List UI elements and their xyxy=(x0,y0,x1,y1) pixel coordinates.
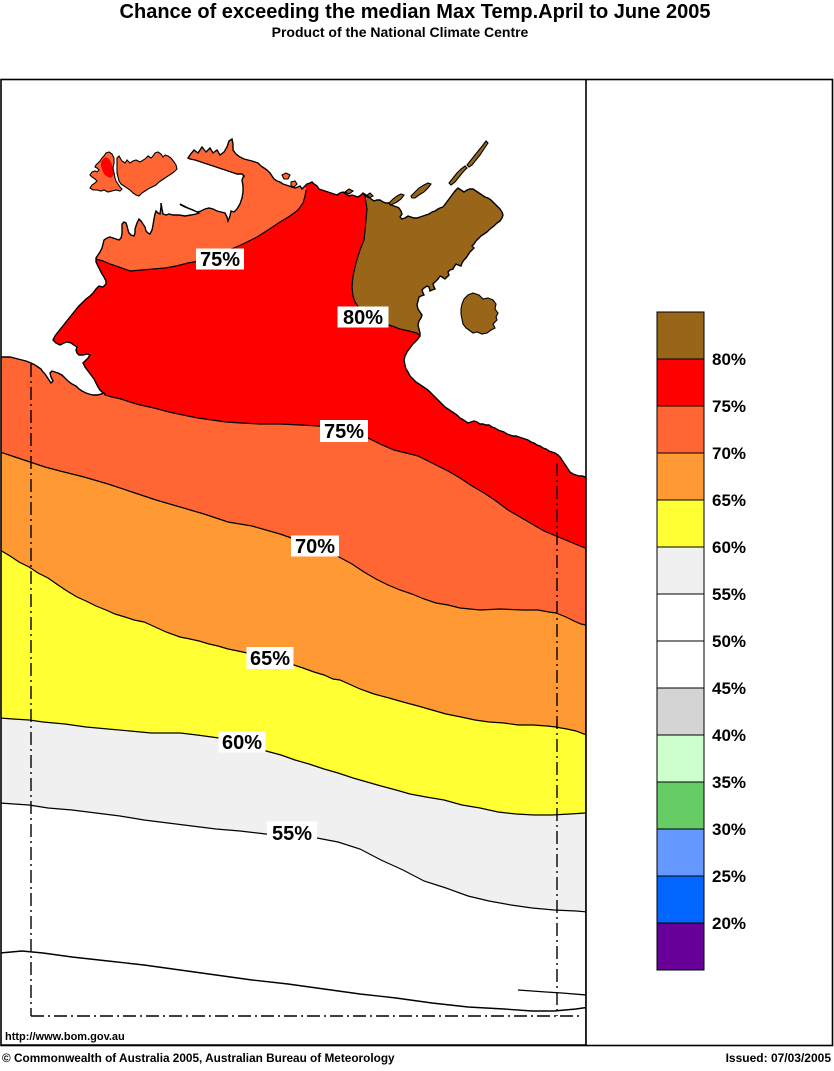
svg-text:35%: 35% xyxy=(712,773,746,792)
svg-text:65%: 65% xyxy=(712,491,746,510)
svg-text:55%: 55% xyxy=(272,823,312,845)
svg-text:75%: 75% xyxy=(712,397,746,416)
svg-text:70%: 70% xyxy=(712,444,746,463)
svg-text:70%: 70% xyxy=(295,536,335,558)
svg-text:50%: 50% xyxy=(712,632,746,651)
svg-text:Issued: 07/03/2005: Issued: 07/03/2005 xyxy=(726,1051,832,1065)
svg-text:25%: 25% xyxy=(712,867,746,886)
svg-text:30%: 30% xyxy=(712,820,746,839)
svg-text:65%: 65% xyxy=(250,648,290,670)
svg-text:60%: 60% xyxy=(712,538,746,557)
svg-text:80%: 80% xyxy=(343,307,383,329)
svg-text:Chance of exceeding the median: Chance of exceeding the median Max Temp.… xyxy=(120,1,711,23)
svg-text:http://www.bom.gov.au: http://www.bom.gov.au xyxy=(5,1031,125,1043)
svg-text:Product of the National Climat: Product of the National Climate Centre xyxy=(272,24,529,40)
svg-text:75%: 75% xyxy=(200,249,240,271)
svg-text:75%: 75% xyxy=(324,421,364,443)
svg-text:55%: 55% xyxy=(712,585,746,604)
svg-text:20%: 20% xyxy=(712,914,746,933)
svg-text:80%: 80% xyxy=(712,350,746,369)
svg-text:45%: 45% xyxy=(712,679,746,698)
svg-text:40%: 40% xyxy=(712,726,746,745)
svg-text:60%: 60% xyxy=(222,732,262,754)
svg-text:© Commonwealth of Australia 20: © Commonwealth of Australia 2005, Austra… xyxy=(2,1051,395,1065)
